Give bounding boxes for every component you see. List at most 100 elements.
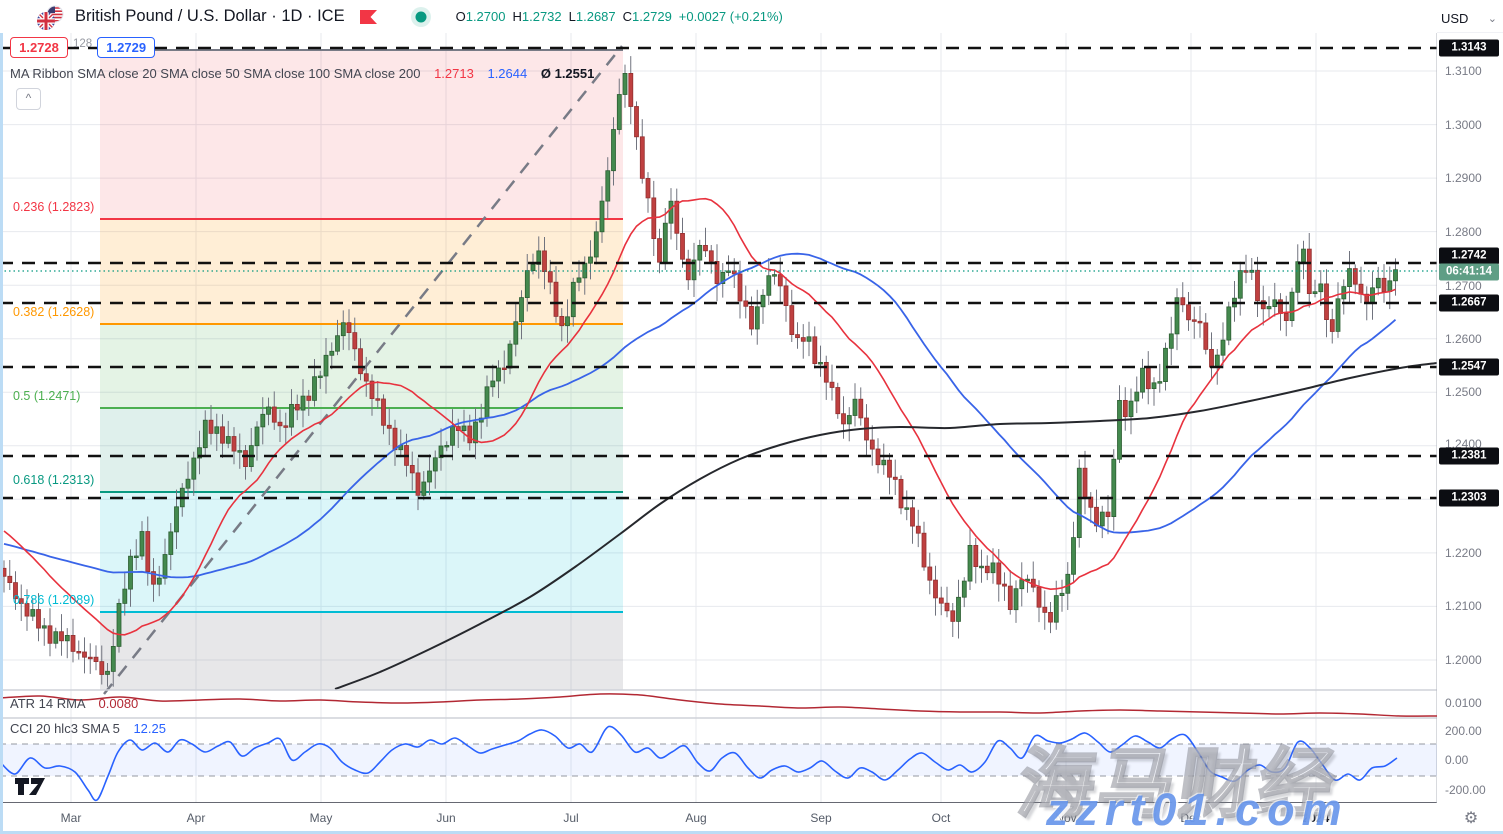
candle-body: [818, 361, 823, 365]
price-axis-label[interactable]: 1.2000: [1445, 653, 1482, 667]
price-axis-label[interactable]: -200.00: [1445, 783, 1486, 797]
candle-body: [266, 406, 271, 415]
candle-body: [944, 602, 950, 612]
price-axis-label[interactable]: 0.00: [1445, 753, 1469, 767]
time-axis-month-label[interactable]: Apr: [186, 811, 206, 825]
candle-body: [524, 270, 530, 299]
candle-body: [996, 562, 1002, 585]
price-axis-label[interactable]: 1.3100: [1445, 64, 1482, 78]
low-label: L: [568, 9, 576, 24]
candle-body: [812, 336, 818, 364]
candle-body: [18, 598, 24, 604]
candle-body: [1042, 606, 1048, 613]
tradingview-logo[interactable]: [14, 777, 50, 797]
candle-body: [1226, 306, 1232, 341]
price-level-badge[interactable]: 1.2547: [1439, 358, 1499, 376]
price-level-badge[interactable]: 1.3143: [1439, 39, 1499, 57]
candle-body: [605, 170, 611, 202]
time-axis-month-label[interactable]: Jun: [436, 811, 456, 825]
price-axis-label[interactable]: 1.2700: [1445, 279, 1482, 293]
candle-body: [662, 222, 668, 263]
candle-body: [927, 566, 933, 581]
time-axis-month-label[interactable]: Sep: [810, 811, 832, 825]
price-axis-background[interactable]: [1437, 33, 1503, 803]
fib-level-label: 0.5 (1.2471): [13, 389, 81, 403]
sma200-line: [334, 362, 1438, 690]
price-axis-label[interactable]: 1.2600: [1445, 332, 1482, 346]
candle-body: [772, 274, 777, 277]
candle-body: [1203, 322, 1209, 350]
candle-body: [979, 565, 984, 569]
price-axis-label[interactable]: 0.0100: [1445, 696, 1482, 710]
candle-body: [536, 250, 542, 265]
candle-body: [76, 651, 82, 654]
price-level-badge[interactable]: 1.2381: [1439, 447, 1499, 465]
change-value: +0.0027 (+0.21%): [678, 9, 783, 24]
candle-body: [645, 177, 651, 199]
price-axis-label[interactable]: 1.3000: [1445, 118, 1482, 132]
candle-body: [1255, 269, 1260, 302]
gear-icon[interactable]: ⚙: [1463, 810, 1479, 827]
price-axis-label[interactable]: 1.2900: [1445, 171, 1482, 185]
candle-body: [484, 386, 490, 419]
symbol-title[interactable]: British Pound / U.S. Dollar · 1D · ICE: [75, 7, 345, 25]
candle-body: [450, 426, 455, 446]
candle-body: [231, 436, 237, 452]
ma-ribbon-legend[interactable]: MA Ribbon SMA close 20 SMA close 50 SMA …: [10, 66, 594, 81]
candle-body: [1295, 261, 1301, 293]
time-axis-year-label[interactable]: 2024: [1302, 811, 1330, 825]
price-level-badge[interactable]: 1.2667: [1439, 294, 1499, 312]
cci-legend[interactable]: CCI 20 hlc3 SMA 5 12.25: [10, 721, 166, 736]
cci-value: 12.25: [133, 721, 166, 736]
time-axis-month-label[interactable]: Dec: [1180, 811, 1202, 825]
time-axis-month-label[interactable]: May: [309, 811, 333, 825]
collapse-pane-button[interactable]: ^: [16, 88, 41, 110]
candle-body: [174, 506, 179, 533]
candle-body: [386, 424, 392, 429]
buy-button[interactable]: 1.2729: [97, 37, 156, 58]
time-axis-month-label[interactable]: Nov: [1055, 811, 1077, 825]
price-axis-label[interactable]: 200.00: [1445, 724, 1482, 738]
candle-body: [616, 94, 622, 130]
candle-body: [1318, 283, 1324, 293]
market-open-dot-icon[interactable]: [408, 4, 434, 30]
atr-legend[interactable]: ATR 14 RMA 0.0080: [10, 696, 138, 711]
time-axis-month-label[interactable]: Aug: [685, 811, 707, 825]
candle-body: [1393, 269, 1398, 282]
candle-body: [1157, 381, 1163, 384]
time-axis-background[interactable]: [0, 803, 1503, 834]
price-level-badge[interactable]: 1.2742: [1439, 247, 1499, 265]
candle-body: [703, 244, 708, 252]
candle-body: [36, 609, 41, 629]
candle-body: [1105, 511, 1111, 517]
price-axis-label[interactable]: 1.2800: [1445, 225, 1482, 239]
price-level-badge[interactable]: 1.2303: [1439, 489, 1499, 507]
price-axis-label[interactable]: 1.2100: [1445, 599, 1482, 613]
flag-bookmark-icon[interactable]: [358, 9, 378, 25]
sell-button[interactable]: 1.2728: [10, 37, 68, 58]
fib-zone: [100, 408, 623, 492]
candle-body: [409, 464, 415, 474]
cci-band: [0, 744, 1437, 776]
candle-body: [317, 375, 323, 379]
currency-selector[interactable]: USD ⌄: [1441, 7, 1497, 29]
candle-body: [237, 450, 243, 453]
candle-body: [254, 426, 260, 447]
time-axis-month-label[interactable]: Jul: [563, 811, 579, 825]
candle-body: [329, 350, 335, 356]
candle-body: [990, 562, 996, 574]
candle-body: [346, 322, 352, 334]
candle-body: [789, 305, 795, 336]
trendline-dashed[interactable]: [103, 45, 623, 695]
price-axis-label[interactable]: 1.2500: [1445, 385, 1482, 399]
price-axis-label[interactable]: 1.2200: [1445, 546, 1482, 560]
candle-countdown-badge[interactable]: 06:41:14: [1439, 263, 1499, 281]
candle-body: [392, 427, 398, 451]
candle-body: [1329, 319, 1335, 332]
candle-body: [720, 271, 726, 284]
candle-body: [1237, 270, 1243, 299]
time-axis-month-label[interactable]: Mar: [60, 811, 82, 825]
time-axis-month-label[interactable]: Oct: [931, 811, 951, 825]
candle-body: [41, 625, 47, 629]
